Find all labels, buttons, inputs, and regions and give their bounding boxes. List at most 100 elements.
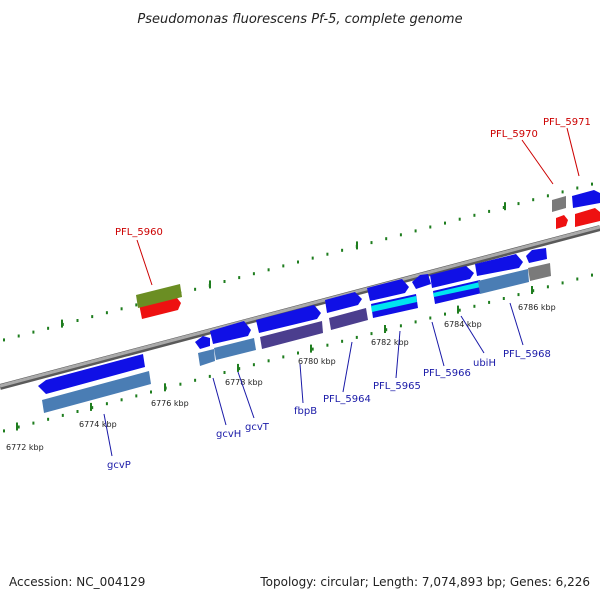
gene-arrow[interactable] — [256, 305, 321, 333]
minor-tick — [17, 425, 20, 429]
scale-label: 6772 kbp — [6, 443, 44, 452]
gene-label[interactable]: PFL_5960 — [115, 227, 163, 238]
gene-arrow[interactable] — [139, 294, 181, 319]
minor-tick — [444, 221, 446, 225]
major-tick — [531, 286, 533, 294]
minor-tick — [252, 363, 255, 367]
minor-tick — [282, 355, 285, 359]
gene-arrow[interactable] — [38, 354, 145, 394]
gene-label[interactable]: PFL_5966 — [423, 368, 471, 379]
minor-tick — [532, 198, 535, 202]
gene-box[interactable] — [136, 284, 182, 308]
gene-box[interactable] — [433, 282, 481, 297]
gene-arrow[interactable] — [475, 254, 523, 276]
gene-arrow[interactable] — [526, 248, 547, 263]
minor-tick — [135, 394, 138, 398]
gene-arrow[interactable] — [325, 292, 362, 313]
minor-tick — [238, 367, 241, 371]
minor-tick — [488, 300, 491, 304]
gene-label[interactable]: gcvT — [245, 422, 270, 433]
minor-tick — [370, 332, 373, 336]
minor-tick — [458, 308, 461, 312]
minor-tick — [444, 312, 446, 316]
gene-label[interactable]: PFL_5965 — [373, 381, 421, 392]
gene-box[interactable] — [528, 263, 551, 281]
scale-label: 6780 kbp — [298, 357, 336, 366]
minor-tick — [179, 382, 182, 386]
genome-summary-text: Topology: circular; Length: 7,074,893 bp… — [259, 575, 590, 589]
minor-tick — [561, 190, 564, 194]
minor-tick — [76, 319, 79, 322]
gene-box[interactable] — [329, 308, 368, 330]
gene-label[interactable]: ubiH — [473, 358, 496, 369]
major-tick — [384, 325, 386, 333]
minor-tick — [91, 315, 94, 319]
gene-arrow[interactable] — [210, 321, 251, 344]
scale-label: 6784 kbp — [444, 320, 482, 329]
gene-label[interactable]: PFL_5964 — [323, 394, 371, 405]
scale-ticks — [3, 182, 593, 433]
gene-arrow[interactable] — [195, 336, 210, 349]
minor-tick — [282, 264, 285, 268]
gene-box[interactable] — [478, 269, 529, 294]
major-tick — [237, 363, 239, 372]
minor-tick — [297, 260, 299, 264]
gene-arrow[interactable] — [367, 279, 409, 301]
minor-tick — [150, 390, 152, 394]
gene-label[interactable]: PFL_5971 — [543, 117, 591, 128]
gene-arrow[interactable] — [572, 190, 600, 208]
reverse-strand-features — [38, 190, 600, 413]
minor-tick — [3, 429, 5, 433]
gene-label[interactable]: PFL_5970 — [490, 129, 538, 140]
minor-tick — [429, 225, 432, 229]
minor-tick — [120, 307, 123, 311]
minor-tick — [47, 326, 50, 330]
gene-box[interactable] — [552, 196, 566, 212]
gene-arrow[interactable] — [575, 208, 600, 227]
minor-tick — [194, 378, 197, 382]
minor-tick — [473, 304, 476, 308]
gene-label[interactable]: PFL_5968 — [503, 349, 551, 360]
minor-tick — [385, 328, 388, 332]
minor-tick — [76, 410, 79, 413]
minor-tick — [473, 213, 476, 217]
gene-labels: gcvP gcvH gcvT fbpB PFL_5964 PFL_5965 PF… — [107, 117, 591, 471]
minor-tick — [91, 406, 94, 410]
gene-arrow[interactable] — [556, 215, 568, 229]
minor-tick — [252, 272, 255, 276]
genome-backbone — [0, 225, 600, 390]
gene-label[interactable]: gcvP — [107, 460, 131, 471]
gene-box[interactable] — [198, 349, 215, 366]
gene-box[interactable] — [42, 371, 151, 413]
minor-tick — [326, 343, 329, 347]
minor-tick — [223, 371, 226, 374]
minor-tick — [208, 374, 211, 378]
map-title: Pseudomonas fluorescens Pf-5, complete g… — [137, 12, 462, 27]
gene-label[interactable]: gcvH — [216, 429, 241, 440]
minor-tick — [576, 186, 579, 190]
minor-tick — [341, 339, 344, 343]
minor-tick — [561, 281, 564, 285]
gene-box[interactable] — [214, 338, 256, 360]
minor-tick — [61, 413, 64, 417]
minor-tick — [120, 398, 123, 402]
minor-tick — [223, 280, 226, 283]
minor-tick — [458, 217, 461, 221]
gene-arrow[interactable] — [430, 266, 474, 288]
gene-arrow[interactable] — [412, 274, 431, 289]
major-tick — [504, 202, 506, 211]
minor-tick — [267, 268, 270, 272]
gene-label[interactable]: fbpB — [294, 406, 317, 417]
minor-tick — [429, 316, 432, 320]
minor-tick — [326, 252, 329, 256]
minor-tick — [311, 347, 314, 351]
major-tick — [356, 241, 358, 250]
minor-tick — [267, 359, 270, 363]
gene-box[interactable] — [260, 321, 323, 349]
label-leaders — [103, 127, 580, 457]
minor-tick — [488, 209, 491, 213]
scale-labels: 6772 kbp 6774 kbp 6776 kbp 6778 kbp 6780… — [6, 303, 556, 452]
gene-box[interactable] — [371, 296, 417, 312]
major-tick — [209, 280, 211, 289]
